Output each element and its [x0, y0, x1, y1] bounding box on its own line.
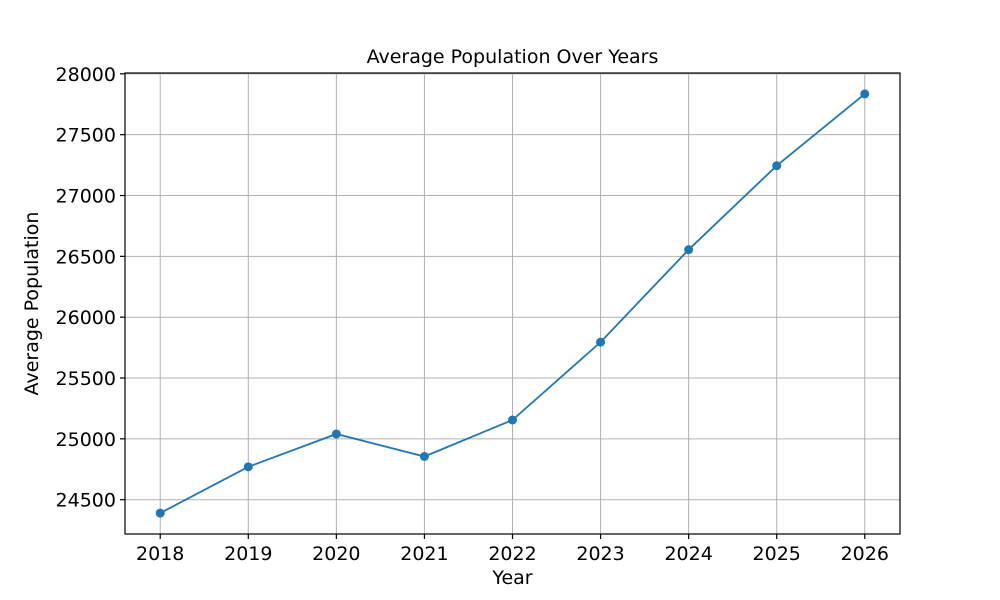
data-point: [508, 415, 517, 425]
y-tick-label: 24500: [56, 490, 116, 512]
x-tick-label: 2020: [312, 543, 360, 565]
data-point: [155, 508, 165, 518]
data-series: [155, 89, 870, 518]
data-point: [596, 337, 606, 347]
data-point: [331, 429, 341, 439]
data-point: [860, 89, 870, 99]
y-tick-label: 28000: [56, 64, 116, 86]
data-point: [419, 451, 429, 461]
x-tick-label: 2018: [136, 543, 184, 565]
y-tick-label: 27500: [56, 125, 116, 147]
x-tick-label: 2023: [576, 543, 624, 565]
y-tick-label: 25500: [56, 368, 116, 390]
chart-title: Average Population Over Years: [367, 46, 659, 68]
x-tick-label: 2025: [753, 543, 801, 565]
data-point: [772, 161, 782, 171]
axis-ticks: 2018 2019 2020 2021 2022 2023 2024 2025 2026 2450…: [56, 64, 889, 565]
data-point: [243, 462, 253, 472]
grid-lines: [125, 73, 900, 534]
y-tick-label: 26500: [56, 246, 116, 268]
plot-frame: [124, 72, 901, 535]
x-tick-label: 2022: [488, 543, 536, 565]
y-axis-label: Average Population: [21, 212, 43, 396]
y-tick-label: 25000: [56, 429, 116, 451]
x-tick-label: 2021: [400, 543, 448, 565]
data-point: [684, 245, 694, 255]
x-tick-label: 2026: [841, 543, 889, 565]
x-tick-label: 2019: [224, 543, 272, 565]
y-tick-label: 27000: [56, 186, 116, 208]
y-tick-label: 26000: [56, 307, 116, 329]
x-axis-label: Year: [491, 567, 532, 589]
x-tick-label: 2024: [664, 543, 712, 565]
